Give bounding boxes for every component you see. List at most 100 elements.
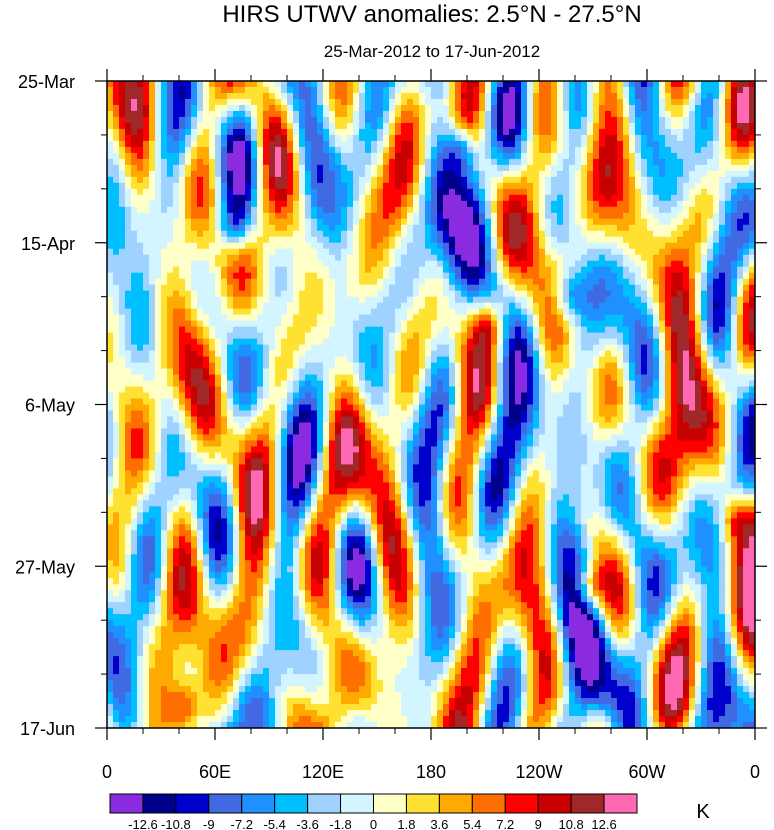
field-cell bbox=[359, 296, 366, 304]
field-cell bbox=[605, 128, 612, 136]
field-cell bbox=[629, 266, 636, 274]
field-cell bbox=[293, 314, 300, 322]
field-cell bbox=[377, 344, 384, 351]
field-cell bbox=[287, 320, 294, 328]
field-cell bbox=[197, 98, 204, 106]
field-cell bbox=[443, 146, 450, 154]
field-cell bbox=[167, 86, 174, 94]
field-cell bbox=[569, 134, 576, 142]
field-cell bbox=[431, 326, 438, 334]
field-cell bbox=[611, 272, 618, 280]
field-cell bbox=[389, 140, 396, 148]
field-cell bbox=[707, 104, 714, 112]
field-cell bbox=[719, 260, 726, 268]
field-cell bbox=[671, 188, 678, 196]
field-cell bbox=[461, 278, 468, 286]
field-cell bbox=[731, 218, 738, 226]
field-cell bbox=[701, 260, 708, 268]
field-cell bbox=[395, 254, 402, 262]
field-cell bbox=[653, 284, 660, 292]
field-cell bbox=[539, 104, 546, 112]
field-cell bbox=[329, 212, 336, 220]
field-cell bbox=[341, 314, 348, 322]
field-cell bbox=[287, 170, 294, 178]
field-cell bbox=[449, 338, 456, 345]
field-cell bbox=[455, 176, 462, 184]
field-cell bbox=[545, 266, 552, 274]
field-cell bbox=[743, 314, 750, 322]
field-cell bbox=[167, 254, 174, 262]
field-cell bbox=[737, 266, 744, 274]
field-cell bbox=[689, 302, 696, 310]
field-cell bbox=[719, 302, 726, 310]
field-cell bbox=[599, 290, 606, 298]
field-cell bbox=[659, 81, 666, 88]
field-cell bbox=[203, 134, 210, 142]
field-cell bbox=[473, 230, 480, 238]
field-cell bbox=[581, 152, 588, 160]
field-cell bbox=[527, 110, 534, 118]
field-cell bbox=[197, 236, 204, 244]
field-cell bbox=[305, 110, 312, 118]
field-cell bbox=[281, 200, 288, 208]
field-cell bbox=[425, 134, 432, 142]
field-cell bbox=[323, 152, 330, 160]
field-cell bbox=[707, 296, 714, 304]
field-cell bbox=[503, 284, 510, 292]
field-cell bbox=[377, 308, 384, 316]
field-cell bbox=[749, 296, 756, 304]
field-cell bbox=[131, 218, 138, 226]
field-cell bbox=[653, 308, 660, 316]
field-cell bbox=[617, 182, 624, 190]
field-cell bbox=[587, 81, 594, 88]
field-cell bbox=[443, 170, 450, 178]
field-cell bbox=[215, 188, 222, 196]
field-cell bbox=[389, 248, 396, 256]
field-cell bbox=[251, 122, 258, 130]
field-cell bbox=[107, 122, 114, 130]
field-cell bbox=[671, 254, 678, 262]
field-cell bbox=[455, 284, 462, 292]
field-cell bbox=[737, 314, 744, 322]
field-cell bbox=[461, 242, 468, 250]
field-cell bbox=[149, 146, 156, 154]
field-cell bbox=[521, 110, 528, 118]
field-cell bbox=[353, 344, 360, 351]
field-cell bbox=[497, 248, 504, 256]
field-cell bbox=[743, 320, 750, 328]
field-cell bbox=[269, 248, 276, 256]
field-cell bbox=[323, 302, 330, 310]
field-cell bbox=[149, 332, 156, 339]
field-cell bbox=[443, 81, 450, 88]
field-cell bbox=[203, 218, 210, 226]
field-cell bbox=[287, 128, 294, 136]
field-cell bbox=[569, 188, 576, 196]
field-cell bbox=[155, 278, 162, 286]
field-cell bbox=[443, 350, 450, 357]
field-cell bbox=[689, 266, 696, 274]
field-cell bbox=[185, 314, 192, 322]
field-cell bbox=[353, 152, 360, 160]
field-cell bbox=[569, 128, 576, 136]
field-cell bbox=[629, 81, 636, 88]
field-cell bbox=[521, 116, 528, 124]
field-cell bbox=[107, 344, 114, 351]
field-cell bbox=[533, 98, 540, 106]
field-cell bbox=[113, 182, 120, 190]
field-cell bbox=[677, 344, 684, 351]
field-cell bbox=[227, 320, 234, 328]
field-cell bbox=[125, 158, 132, 166]
field-cell bbox=[467, 338, 474, 345]
field-cell bbox=[137, 278, 144, 286]
field-cell bbox=[425, 98, 432, 106]
field-cell bbox=[401, 200, 408, 208]
field-cell bbox=[257, 86, 264, 94]
field-cell bbox=[425, 176, 432, 184]
field-cell bbox=[347, 332, 354, 339]
field-cell bbox=[581, 146, 588, 154]
field-cell bbox=[539, 236, 546, 244]
field-cell bbox=[491, 170, 498, 178]
field-cell bbox=[449, 188, 456, 196]
field-cell bbox=[599, 350, 606, 357]
field-cell bbox=[617, 320, 624, 328]
